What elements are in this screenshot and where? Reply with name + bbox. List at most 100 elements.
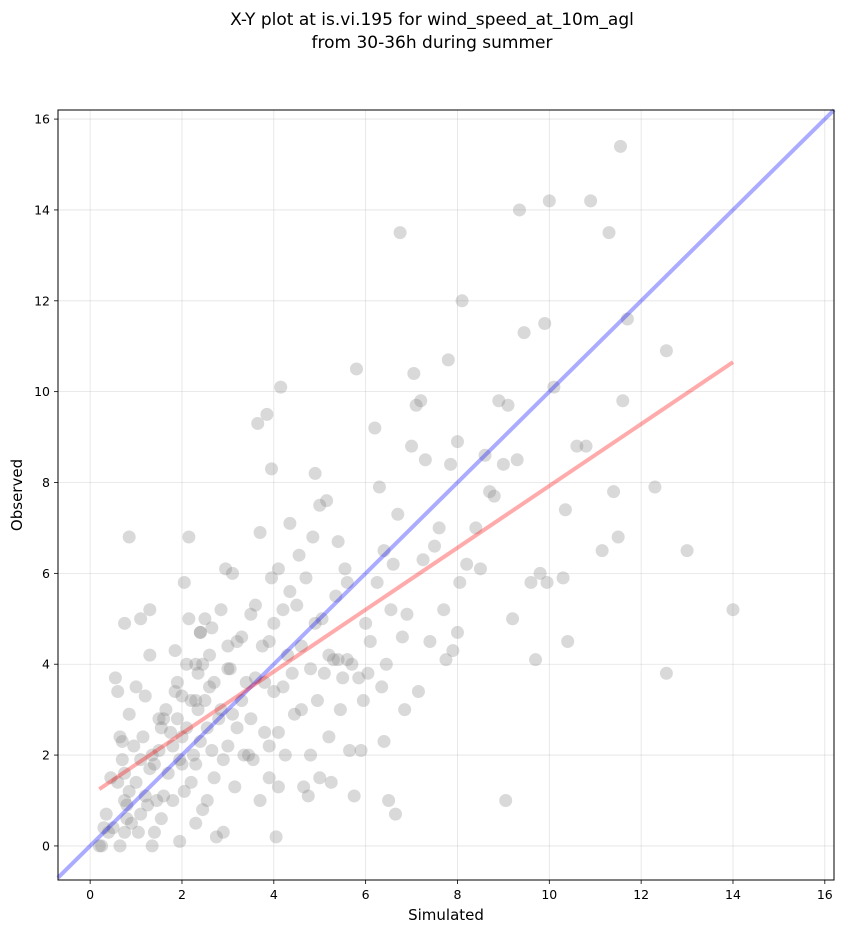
scatter-point — [487, 489, 501, 503]
scatter-point — [262, 635, 276, 649]
scatter-point — [189, 816, 203, 830]
scatter-point — [428, 539, 442, 553]
scatter-point — [203, 648, 217, 662]
scatter-point — [611, 530, 625, 544]
scatter-point — [473, 562, 487, 576]
one-to-one-line — [56, 108, 836, 880]
scatter-point — [138, 689, 152, 703]
scatter-point — [607, 485, 621, 499]
scatter-point — [267, 616, 281, 630]
scatter-point — [281, 648, 295, 662]
scatter-point — [340, 653, 354, 667]
scatter-point — [237, 748, 251, 762]
scatter-point — [193, 625, 207, 639]
scatter-point — [313, 771, 327, 785]
scatter-point — [297, 780, 311, 794]
scatter-point — [159, 703, 173, 717]
scatter-point — [359, 616, 373, 630]
scatter-point — [354, 744, 368, 758]
scatter-point — [405, 439, 419, 453]
scatter-point — [258, 675, 272, 689]
scatter-point — [382, 794, 396, 808]
scatter-point — [294, 703, 308, 717]
y-tick-label: 10 — [34, 384, 50, 399]
scatter-point — [134, 612, 148, 626]
scatter-point — [455, 294, 469, 308]
scatter-point — [191, 666, 205, 680]
scatter-point — [189, 657, 203, 671]
scatter-point — [207, 771, 221, 785]
scatter-point — [648, 480, 662, 494]
scatter-point — [129, 775, 143, 789]
x-tick-label: 10 — [541, 887, 557, 902]
scatter-point — [244, 607, 258, 621]
scatter-point — [161, 766, 175, 780]
scatter-point — [499, 794, 513, 808]
scatter-point — [152, 744, 166, 758]
scatter-point — [276, 603, 290, 617]
scatter-point — [170, 712, 184, 726]
scatter-point — [407, 366, 421, 380]
y-axis-label: Observed — [8, 459, 26, 531]
scatter-point — [225, 566, 239, 580]
scatter-point — [189, 694, 203, 708]
scatter-point — [216, 753, 230, 767]
scatter-point — [111, 775, 125, 789]
x-tick-label: 4 — [270, 887, 278, 902]
scatter-point — [726, 603, 740, 617]
scatter-point — [118, 794, 132, 808]
y-tick-label: 2 — [42, 748, 50, 763]
scatter-point — [92, 839, 106, 853]
scatter-point — [460, 557, 474, 571]
x-tick-label: 8 — [454, 887, 462, 902]
scatter-point — [198, 612, 212, 626]
scatter-point — [276, 680, 290, 694]
regression-fit-line — [98, 360, 735, 791]
scatter-point — [258, 725, 272, 739]
scatter-point — [154, 812, 168, 826]
scatter-point — [271, 780, 285, 794]
scatter-point — [134, 753, 148, 767]
scatter-point — [223, 662, 237, 676]
scatter-point — [118, 616, 132, 630]
scatter-point — [659, 344, 673, 358]
scatter-point — [659, 666, 673, 680]
scatter-point — [175, 689, 189, 703]
scatter-point — [616, 394, 630, 408]
scatter-point — [97, 821, 111, 835]
scatter-point — [292, 548, 306, 562]
scatter-point — [327, 653, 341, 667]
y-tick-label: 8 — [42, 475, 50, 490]
scatter-point — [131, 825, 145, 839]
scatter-point — [343, 744, 357, 758]
scatter-point — [377, 734, 391, 748]
scatter-point — [265, 462, 279, 476]
scatter-point — [175, 730, 189, 744]
scatter-point — [212, 712, 226, 726]
y-tick-label: 4 — [42, 657, 50, 672]
scatter-point — [113, 839, 127, 853]
scatter-point — [253, 794, 267, 808]
scatter-point — [136, 730, 150, 744]
scatter-point — [184, 694, 198, 708]
scatter-point — [177, 784, 191, 798]
scatter-point — [271, 725, 285, 739]
scatter-point — [248, 671, 262, 685]
scatter-point — [483, 485, 497, 499]
scatter-point — [186, 748, 200, 762]
scatter-point — [239, 675, 253, 689]
scatter-point — [278, 748, 292, 762]
scatter-point — [157, 789, 171, 803]
scatter-point — [242, 748, 256, 762]
scatter-point — [324, 775, 338, 789]
scatter-point — [191, 703, 205, 717]
y-tick-label: 0 — [42, 838, 50, 853]
scatter-point — [602, 226, 616, 240]
scatter-point — [533, 566, 547, 580]
scatter-point — [361, 666, 375, 680]
scatter-point — [138, 789, 152, 803]
scatter-point — [409, 398, 423, 412]
scatter-point — [347, 789, 361, 803]
x-tick-label: 0 — [86, 887, 94, 902]
scatter-point — [469, 521, 483, 535]
